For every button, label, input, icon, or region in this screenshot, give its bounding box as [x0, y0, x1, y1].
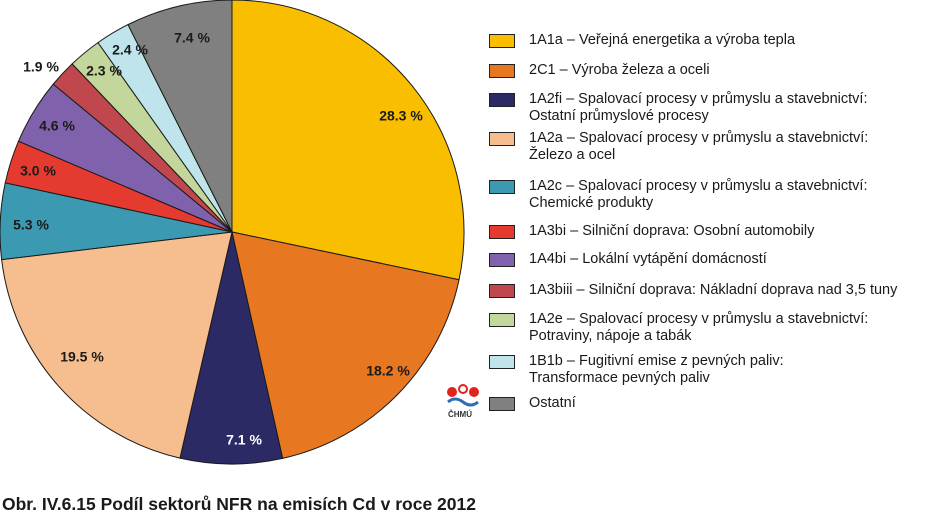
- slice-value-label: 2.3 %: [86, 63, 122, 79]
- legend-label: 1A2fi – Spalovací procesy v průmyslu a s…: [529, 91, 868, 124]
- slice-value-label: 4.6 %: [39, 118, 75, 134]
- pie-chart: 28.3 % 18.2 % 7.1 % 19.5 % 5.3 % 3.0 % 4.6 % 1.…: [0, 0, 465, 465]
- legend-swatch: [489, 253, 515, 267]
- legend-swatch: [489, 284, 515, 298]
- pie-slice: [127, 0, 233, 233]
- chmu-logo-icon: [447, 384, 479, 407]
- slice-value-label: 7.1 %: [226, 432, 262, 448]
- slice-value-label: 19.5 %: [60, 349, 104, 365]
- slice-value-label: 5.3 %: [13, 217, 49, 233]
- legend-label: Ostatní: [529, 395, 576, 411]
- slice-value-label: 2.4 %: [112, 42, 148, 58]
- chart-title: Obr. IV.6.15 Podíl sektorů NFR na emisíc…: [2, 494, 476, 514]
- legend-label: 1A2e – Spalovací procesy v průmyslu a st…: [529, 311, 869, 344]
- slice-value-label: 3.0 %: [20, 163, 56, 179]
- slice-value-label: 7.4 %: [174, 30, 210, 46]
- legend-swatch: [489, 34, 515, 48]
- pie-slice: [179, 231, 284, 465]
- legend-swatch: [489, 355, 515, 369]
- legend-label: 1A2a – Spalovací procesy v průmyslu a st…: [529, 130, 869, 163]
- legend-label: 2C1 – Výroba železa a oceli: [529, 62, 710, 78]
- legend-label: 1A4bi – Lokální vytápění domácností: [529, 251, 767, 267]
- legend-swatch: [489, 225, 515, 239]
- legend-label: 1A3biii – Silniční doprava: Nákladní dop…: [529, 282, 898, 298]
- pie-slice: [1, 231, 233, 459]
- legend-swatch: [489, 180, 515, 194]
- legend-swatch: [489, 313, 515, 327]
- legend-label: 1B1b – Fugitivní emise z pevných paliv: …: [529, 353, 784, 386]
- pie-slice: [231, 0, 465, 281]
- legend-swatch: [489, 93, 515, 107]
- pie-slice: [231, 231, 460, 460]
- legend-swatch: [489, 397, 515, 411]
- legend-label: 1A1a – Veřejná energetika a výroba tepla: [529, 32, 796, 48]
- legend-swatch: [489, 132, 515, 146]
- legend-swatch: [489, 64, 515, 78]
- slice-value-label: 18.2 %: [366, 363, 410, 379]
- slice-value-label: 28.3 %: [379, 108, 423, 124]
- legend-label: 1A3bi – Silniční doprava: Osobní automob…: [529, 223, 815, 239]
- legend-label: 1A2c – Spalovací procesy v průmyslu a st…: [529, 178, 868, 211]
- slice-value-label: 1.9 %: [23, 59, 59, 75]
- logo-text: ČHMÚ: [448, 410, 472, 419]
